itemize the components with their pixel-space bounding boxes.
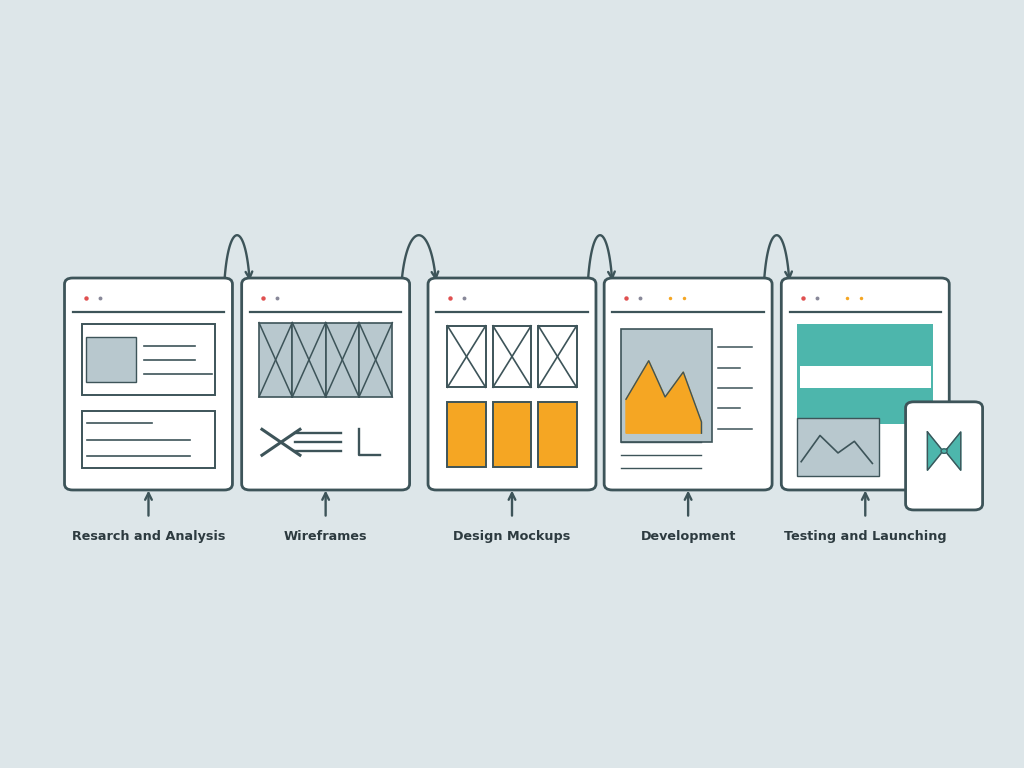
Bar bbox=[797, 324, 934, 425]
Bar bbox=[82, 411, 215, 468]
Bar bbox=[493, 402, 531, 466]
Bar bbox=[359, 323, 392, 397]
Bar bbox=[622, 329, 713, 442]
Text: Resarch and Analysis: Resarch and Analysis bbox=[72, 530, 225, 543]
FancyBboxPatch shape bbox=[65, 278, 232, 490]
Bar bbox=[539, 326, 577, 387]
FancyBboxPatch shape bbox=[781, 278, 949, 490]
Bar bbox=[800, 366, 931, 389]
Text: Development: Development bbox=[640, 530, 736, 543]
Text: Wireframes: Wireframes bbox=[284, 530, 368, 543]
FancyBboxPatch shape bbox=[905, 402, 983, 510]
Bar bbox=[539, 402, 577, 466]
Bar bbox=[493, 326, 531, 387]
FancyBboxPatch shape bbox=[604, 278, 772, 490]
Text: Testing and Launching: Testing and Launching bbox=[784, 530, 946, 543]
Text: Design Mockups: Design Mockups bbox=[454, 530, 570, 543]
Polygon shape bbox=[626, 361, 701, 433]
Polygon shape bbox=[947, 432, 961, 470]
Circle shape bbox=[941, 449, 947, 453]
Bar bbox=[447, 326, 485, 387]
Bar bbox=[259, 323, 292, 397]
FancyBboxPatch shape bbox=[242, 278, 410, 490]
Bar bbox=[86, 337, 136, 382]
Bar bbox=[292, 323, 326, 397]
Bar bbox=[326, 323, 359, 397]
FancyBboxPatch shape bbox=[428, 278, 596, 490]
Bar bbox=[447, 402, 485, 466]
Bar bbox=[797, 418, 879, 476]
Polygon shape bbox=[928, 432, 941, 470]
Bar bbox=[82, 325, 215, 395]
